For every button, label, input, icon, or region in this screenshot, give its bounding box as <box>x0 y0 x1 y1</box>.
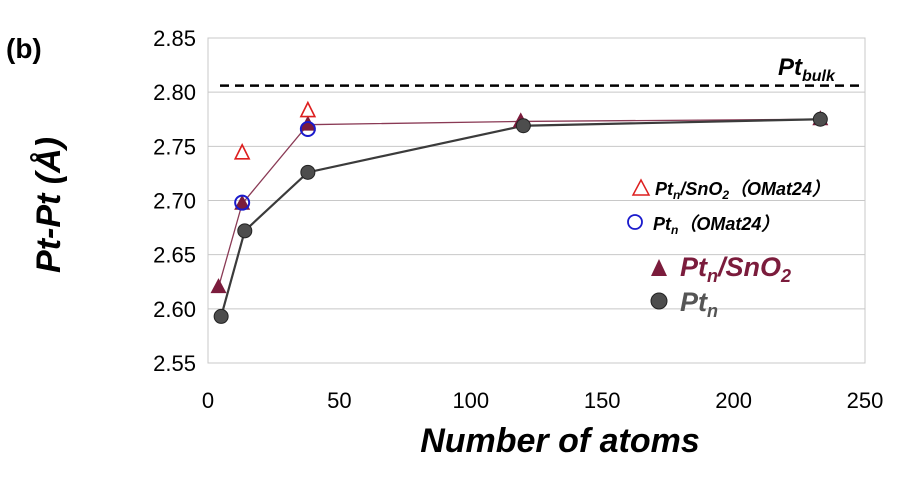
y-tick-labels: 2.55 2.60 2.65 2.70 2.75 2.80 2.85 <box>153 26 196 376</box>
point-pt <box>300 164 316 180</box>
point-pt_sno2 <box>234 194 251 210</box>
point-omat_pt <box>234 194 251 211</box>
y-tick-label: 2.60 <box>153 297 196 322</box>
series-points <box>210 100 829 324</box>
point-pt <box>515 118 531 134</box>
y-tick-label: 2.80 <box>153 80 196 105</box>
point-omat_pt <box>299 121 316 137</box>
y-gridlines <box>208 37 865 364</box>
y-tick-label: 2.70 <box>153 189 196 214</box>
legend-filled-triangle-icon <box>651 259 667 276</box>
legend-open-triangle-icon <box>631 178 651 196</box>
y-tick-label: 2.75 <box>153 134 196 159</box>
svg-text:Ptn: Ptn <box>680 287 718 321</box>
legend-item-omat-sno2: Ptn/SnO2（OMat24） <box>631 178 830 202</box>
point-omat_sno2 <box>233 143 251 160</box>
x-tick-label: 250 <box>847 388 884 413</box>
svg-text:Ptn（OMat24）: Ptn（OMat24） <box>653 214 779 237</box>
legend-item-pt-sno2: Ptn/SnO2 <box>651 252 791 286</box>
legend-item-omat-pt: Ptn（OMat24） <box>627 214 779 237</box>
x-tick-label: 100 <box>452 388 489 413</box>
svg-text:Ptn/SnO2（OMat24）: Ptn/SnO2（OMat24） <box>655 179 830 202</box>
y-tick-label: 2.85 <box>153 26 196 51</box>
x-tick-label: 50 <box>327 388 351 413</box>
panel-label: (b) <box>6 33 42 64</box>
y-tick-label: 2.65 <box>153 243 196 268</box>
point-pt_sno2 <box>299 115 316 131</box>
legend-item-pt: Ptn <box>650 287 718 321</box>
point-pt <box>812 111 828 127</box>
point-omat_sno2 <box>299 100 317 118</box>
legend: Ptn/SnO2（OMat24） Ptn（OMat24） Ptn/SnO2 Pt… <box>627 178 830 321</box>
bulk-label: Ptbulk <box>778 54 836 85</box>
x-tick-label: 200 <box>715 388 752 413</box>
point-pt <box>237 223 253 239</box>
legend-open-circle-icon <box>627 214 643 230</box>
x-tick-labels: 0 50 100 150 200 250 <box>202 388 883 413</box>
x-axis-title: Number of atoms <box>420 422 700 460</box>
x-tick-label: 150 <box>584 388 621 413</box>
x-tick-label: 0 <box>202 388 214 413</box>
y-axis-title: Pt-Pt (Å) <box>30 137 68 273</box>
point-pt <box>213 308 229 324</box>
y-tick-label: 2.55 <box>153 351 196 376</box>
svg-text:Ptn/SnO2: Ptn/SnO2 <box>680 252 791 286</box>
legend-filled-circle-icon <box>650 292 668 310</box>
point-pt_sno2 <box>210 278 227 294</box>
